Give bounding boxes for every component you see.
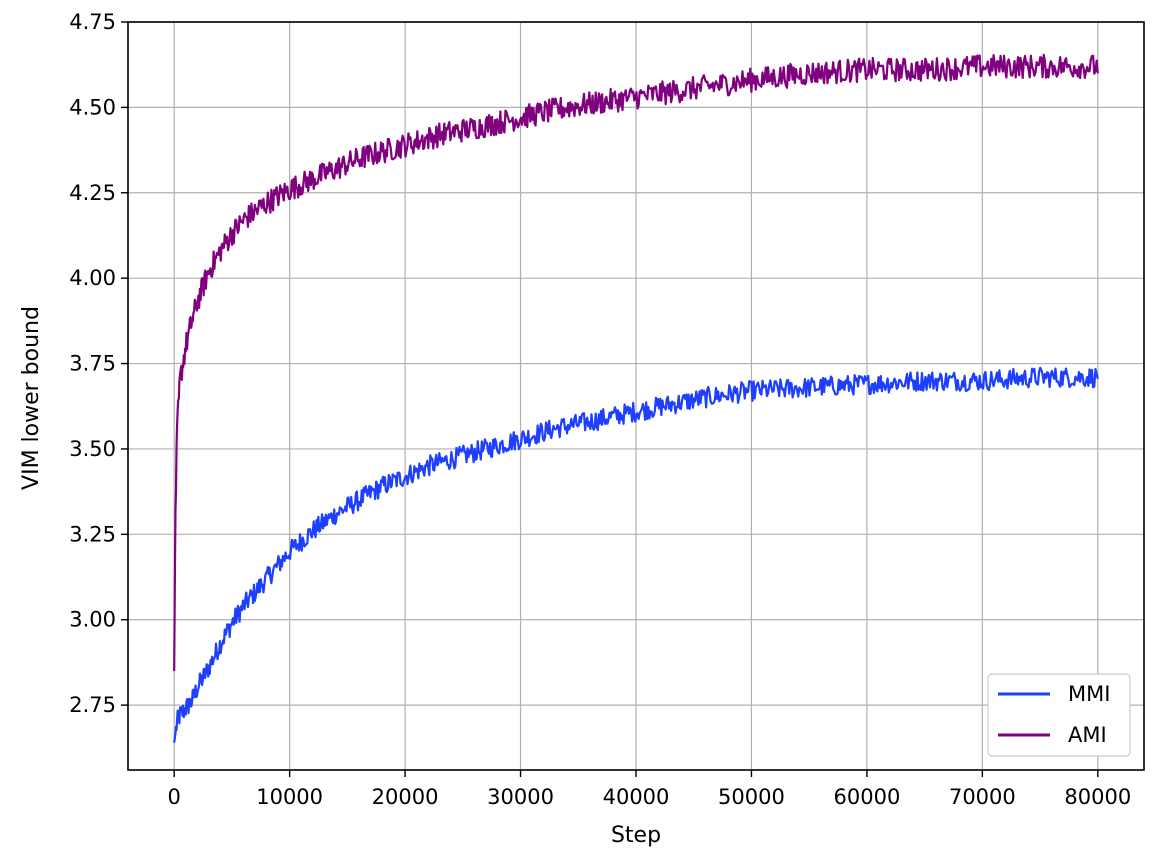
legend: MMI AMI (987, 673, 1131, 757)
y-axis-label: VIM lower bound (19, 306, 44, 490)
y-tick-label: 4.50 (69, 95, 116, 119)
y-tick-label: 3.75 (69, 352, 116, 376)
y-tick-label: 4.00 (69, 266, 116, 290)
x-tick-label: 10000 (256, 785, 323, 809)
legend-label-ami: AMI (1068, 723, 1107, 747)
x-tick-label: 20000 (372, 785, 439, 809)
legend-label-mmi: MMI (1068, 682, 1110, 706)
x-tick-label: 70000 (949, 785, 1016, 809)
x-tick-label: 40000 (603, 785, 670, 809)
x-tick-label: 0 (167, 785, 180, 809)
grid-lines (128, 21, 1144, 770)
x-tick-label: 80000 (1064, 785, 1131, 809)
y-tick-label: 3.50 (69, 437, 116, 461)
y-tick-label: 3.00 (69, 608, 116, 632)
x-tick-label: 30000 (487, 785, 554, 809)
y-tick-label: 4.25 (69, 181, 116, 205)
y-tick-label: 2.75 (69, 693, 116, 717)
series-lines (173, 53, 1099, 743)
x-axis-label: Step (611, 823, 661, 848)
y-tick-label: 3.25 (69, 522, 116, 546)
series-line-mmi (173, 366, 1099, 743)
x-tick-label: 50000 (718, 785, 785, 809)
y-tick-label: 4.75 (69, 10, 116, 34)
axis-ticks: 0 10000 20000 30000 40000 50000 60000 70000 8000… (69, 10, 1131, 809)
x-tick-label: 60000 (834, 785, 901, 809)
series-line-ami (173, 53, 1099, 671)
